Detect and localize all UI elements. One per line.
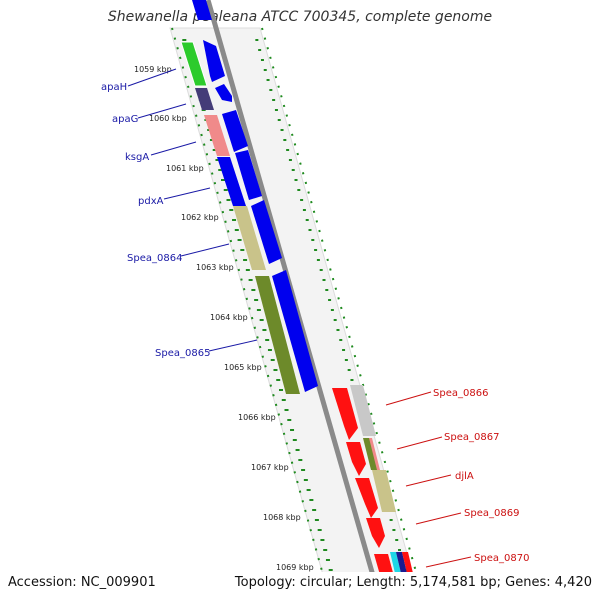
leader-line xyxy=(127,68,177,87)
gene-label-djla: djlA xyxy=(455,471,474,482)
cog-block-spea0867-b xyxy=(363,438,377,470)
gene-label-spea0870: Spea_0870 xyxy=(474,553,529,564)
tick-label: 1060 kbp xyxy=(149,114,187,123)
leader-line xyxy=(405,474,452,487)
leader-line xyxy=(163,187,211,200)
leader-line xyxy=(208,339,258,352)
tick-label: 1064 kbp xyxy=(210,313,248,322)
tick-label: 1067 kbp xyxy=(251,463,289,472)
gene-label-spea0865: Spea_0865 xyxy=(155,348,210,359)
cds-arrow-djla xyxy=(355,478,378,518)
forward-category-track xyxy=(180,41,300,394)
gene-label-apah: apaH xyxy=(101,82,127,93)
cog-block-apag xyxy=(195,88,214,110)
cds-arrow-spea0865 xyxy=(272,270,318,392)
position-ticks: 1059 kbp 1060 kbp 1061 kbp 1062 kbp 1063… xyxy=(134,65,314,572)
cog-block-spea0870-b xyxy=(396,552,407,572)
cds-arrow-spea0867 xyxy=(346,442,366,476)
cds-arrow-apah xyxy=(203,40,225,82)
gene-label-spea0867: Spea_0867 xyxy=(444,432,499,443)
gene-label-spea0864: Spea_0864 xyxy=(127,253,182,264)
tick-label: 1069 kbp xyxy=(276,563,314,572)
cog-block-ksga xyxy=(204,115,230,156)
cds-arrow-spea0869 xyxy=(366,518,385,548)
cds-arrow-apag xyxy=(215,84,232,102)
cog-block-spea0870-c xyxy=(402,552,413,572)
cds-arrow-spea0864 xyxy=(251,200,282,264)
cog-block-djla xyxy=(372,470,396,512)
cds-arrow-spea0866 xyxy=(332,388,358,440)
gene-label-spea0866: Spea_0866 xyxy=(433,388,488,399)
leader-line xyxy=(425,556,472,568)
leader-line xyxy=(137,103,187,119)
gene-label-apag: apaG xyxy=(112,114,138,125)
tick-label: 1059 kbp xyxy=(134,65,172,74)
reverse-category-track xyxy=(350,385,413,572)
tick-label: 1062 kbp xyxy=(181,213,219,222)
cds-arrow-top xyxy=(192,0,212,20)
cog-block-apah xyxy=(180,41,208,87)
leader-line xyxy=(415,512,462,525)
cds-arrow-spea0870 xyxy=(374,554,393,572)
tick-label: 1061 kbp xyxy=(166,164,204,173)
cog-block-spea0865 xyxy=(255,276,300,394)
leader-line xyxy=(385,391,432,406)
gene-label-ksga: ksgA xyxy=(125,152,149,163)
tick-label: 1065 kbp xyxy=(224,363,262,372)
tick-label: 1066 kbp xyxy=(238,413,276,422)
tick-label: 1063 kbp xyxy=(196,263,234,272)
tick-label: 1068 kbp xyxy=(263,513,301,522)
reverse-cds-track xyxy=(332,388,393,572)
cog-block-spea0866 xyxy=(350,385,376,436)
cog-block-pdxa xyxy=(217,157,246,206)
cds-arrow-ksga xyxy=(222,110,248,152)
leader-line xyxy=(180,243,230,257)
gene-label-spea0869: Spea_0869 xyxy=(464,508,519,519)
forward-gene-labels: apaH apaG ksgA pdxA Spea_0864 Spea_0865 xyxy=(101,68,258,359)
leader-line xyxy=(150,141,197,156)
leader-line xyxy=(396,436,443,450)
genome-summary-text: Topology: circular; Length: 5,174,581 bp… xyxy=(234,575,592,590)
accession-text: Accession: NC_009901 xyxy=(8,575,156,590)
cog-block-spea0864 xyxy=(233,206,266,270)
forward-cds-track xyxy=(192,0,318,392)
reverse-gene-labels: Spea_0866 Spea_0867 djlA Spea_0869 Spea_… xyxy=(385,388,529,568)
cog-block-spea0870-a xyxy=(390,552,401,572)
cds-arrow-pdxa xyxy=(235,150,262,200)
gene-label-pdxa: pdxA xyxy=(138,196,164,207)
